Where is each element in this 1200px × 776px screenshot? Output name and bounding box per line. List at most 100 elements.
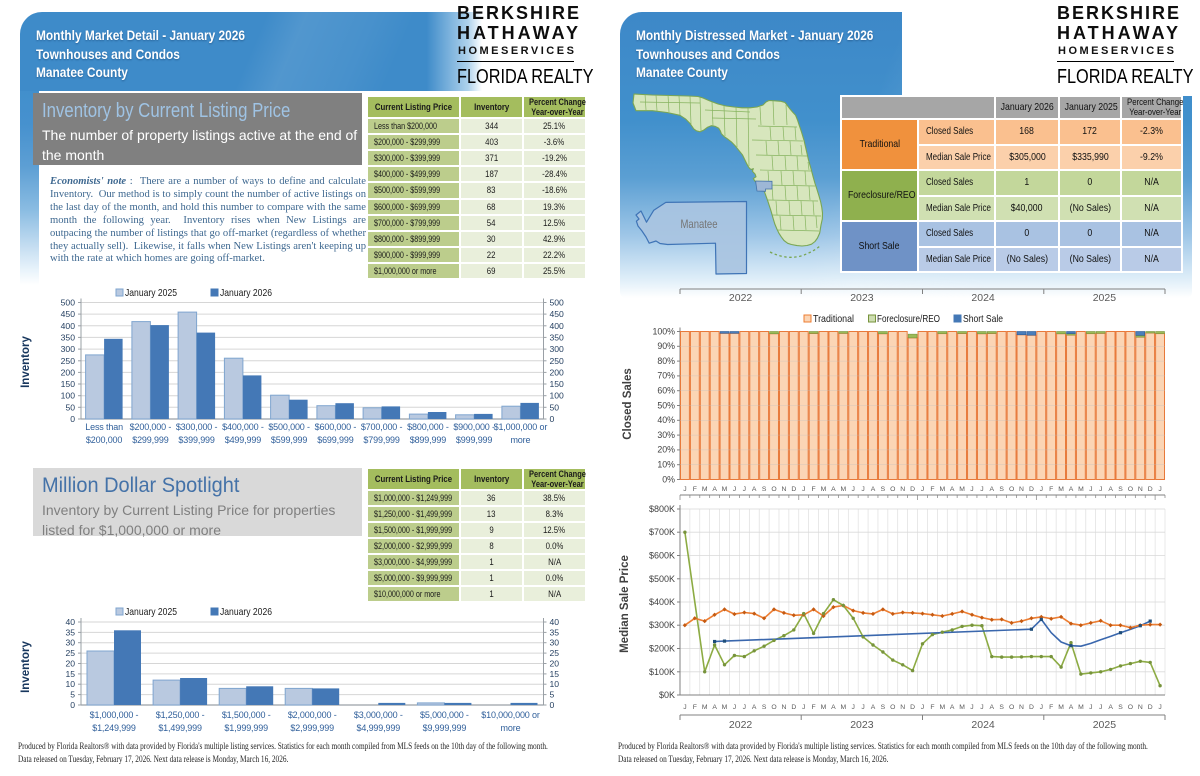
svg-text:J: J [921,486,924,493]
svg-text:D: D [1148,704,1153,711]
svg-text:J: J [970,704,973,711]
svg-text:250: 250 [550,356,565,366]
svg-text:more: more [501,723,521,733]
svg-text:A: A [752,704,757,711]
svg-text:J: J [1099,704,1102,711]
svg-text:S: S [881,704,886,711]
svg-text:$599,999: $599,999 [271,435,307,445]
svg-text:100%: 100% [653,326,676,336]
svg-text:January 2026: January 2026 [220,287,272,299]
svg-text:$800,000 -: $800,000 - [407,422,449,432]
svg-text:J: J [1089,704,1092,711]
svg-text:$0K: $0K [659,690,675,700]
svg-text:O: O [890,704,895,711]
svg-text:M: M [722,704,728,711]
svg-text:350: 350 [550,332,565,342]
svg-text:J: J [851,704,854,711]
svg-text:25: 25 [550,648,560,658]
svg-text:O: O [1128,704,1133,711]
svg-text:N: N [1019,704,1024,711]
svg-text:35: 35 [65,627,75,637]
svg-text:0: 0 [550,414,555,424]
svg-text:J: J [861,486,864,493]
svg-text:A: A [1108,704,1113,711]
svg-text:J: J [743,486,746,493]
svg-text:J: J [733,486,736,493]
svg-text:5: 5 [70,690,75,700]
svg-text:40%: 40% [657,415,675,425]
svg-text:0%: 0% [662,474,675,484]
svg-text:N: N [1138,704,1143,711]
svg-text:O: O [771,704,776,711]
svg-text:D: D [910,704,915,711]
svg-text:Traditional: Traditional [813,313,854,325]
svg-text:350: 350 [61,332,76,342]
svg-text:F: F [1049,486,1053,493]
svg-text:20: 20 [550,659,560,669]
svg-text:40: 40 [65,617,75,627]
svg-text:Foreclosure/REO: Foreclosure/REO [877,313,940,325]
svg-text:$4,999,999: $4,999,999 [357,723,401,733]
svg-text:S: S [881,486,886,493]
svg-text:A: A [990,486,995,493]
svg-text:15: 15 [65,669,75,679]
svg-text:$200,000: $200,000 [86,435,122,445]
svg-text:$200,000 -: $200,000 - [130,422,172,432]
svg-text:M: M [1078,704,1084,711]
svg-text:J: J [733,704,736,711]
svg-text:M: M [1078,486,1084,493]
svg-text:M: M [840,704,846,711]
svg-text:5: 5 [550,690,555,700]
svg-text:J: J [683,704,686,711]
svg-text:20%: 20% [657,445,675,455]
svg-text:$600,000 -: $600,000 - [315,422,357,432]
svg-text:10%: 10% [657,460,675,470]
svg-text:A: A [712,486,717,493]
svg-text:70%: 70% [657,371,675,381]
svg-text:0: 0 [70,700,75,710]
svg-text:F: F [930,486,934,493]
svg-text:A: A [752,486,757,493]
svg-text:S: S [999,704,1004,711]
svg-text:2024: 2024 [971,292,995,304]
svg-text:A: A [990,704,995,711]
svg-text:300: 300 [61,344,76,354]
svg-text:M: M [722,486,728,493]
svg-text:50%: 50% [657,400,675,410]
svg-text:D: D [910,486,915,493]
svg-text:J: J [683,486,686,493]
svg-text:50: 50 [550,402,560,412]
svg-text:N: N [781,486,786,493]
svg-text:2025: 2025 [1093,292,1117,304]
svg-text:January 2025: January 2025 [125,606,177,618]
svg-text:100: 100 [61,391,76,401]
svg-text:$600K: $600K [649,551,675,561]
svg-text:S: S [762,704,767,711]
svg-text:O: O [771,486,776,493]
svg-text:$2,000,000 -: $2,000,000 - [288,710,337,720]
svg-text:$799,999: $799,999 [363,435,399,445]
svg-text:150: 150 [550,379,565,389]
svg-text:N: N [900,486,905,493]
svg-text:$1,499,999: $1,499,999 [158,723,202,733]
svg-text:2022: 2022 [729,719,753,731]
svg-text:$300K: $300K [649,620,675,630]
svg-text:S: S [762,486,767,493]
svg-text:J: J [1099,486,1102,493]
svg-text:J: J [802,486,805,493]
svg-text:J: J [1089,486,1092,493]
svg-text:D: D [1029,486,1034,493]
svg-text:$899,999: $899,999 [410,435,446,445]
svg-text:2025: 2025 [1093,719,1117,731]
svg-text:$999,999: $999,999 [456,435,492,445]
svg-text:35: 35 [550,627,560,637]
svg-text:A: A [950,704,955,711]
svg-text:J: J [1158,486,1161,493]
svg-text:0: 0 [550,700,555,710]
svg-text:500: 500 [61,298,76,308]
svg-text:2022: 2022 [729,292,753,304]
svg-text:$299,999: $299,999 [132,435,168,445]
svg-text:90%: 90% [657,341,675,351]
svg-text:January 2026: January 2026 [220,606,272,618]
svg-text:Less than: Less than [85,422,123,432]
